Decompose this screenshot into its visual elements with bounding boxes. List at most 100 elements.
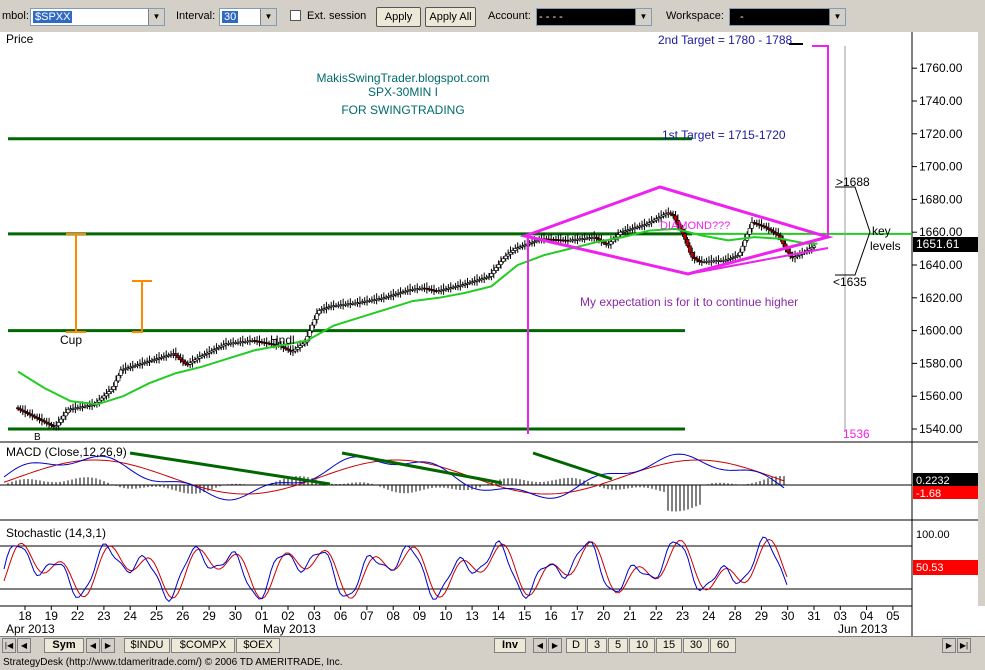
stock-chart[interactable]: 1540.00 1560.00 1580.00 1600.00 1620.00 1640.…: [0, 32, 985, 636]
macd-signal-value: -1.68: [916, 488, 941, 500]
bear-candle: [697, 259, 702, 263]
bear-candle: [178, 357, 183, 361]
tab-interval-10[interactable]: 10: [629, 638, 655, 653]
bull-candle: [503, 255, 508, 259]
x-tick-label: 02: [281, 609, 295, 623]
cup-depth-marker: [66, 233, 86, 333]
status-bar: StrategyDesk (http://www.tdameritrade.co…: [0, 655, 985, 670]
bull-candle: [314, 313, 319, 320]
bear-candle: [25, 412, 30, 414]
prev-arrow-icon[interactable]: ◀: [86, 638, 100, 653]
x-tick-label: 04: [860, 609, 874, 623]
bear-candle: [49, 424, 54, 426]
x-tick-label: 30: [781, 609, 795, 623]
symbol-combo[interactable]: $SPXX ▼: [30, 8, 165, 26]
bull-candle: [303, 341, 307, 345]
bear-candle: [286, 348, 291, 351]
bear-candle: [40, 419, 44, 422]
price-tick-label: 1620.00: [919, 291, 963, 305]
tab-compx[interactable]: $COMPX: [171, 638, 235, 653]
ext-session-checkbox[interactable]: [290, 10, 301, 21]
interval-value: 30: [222, 11, 239, 23]
bear-candle: [176, 355, 181, 359]
first-arrow-icon[interactable]: |◀: [2, 638, 16, 653]
bull-candle: [728, 257, 733, 260]
bull-candle: [809, 247, 814, 250]
tab-interval-30[interactable]: 30: [683, 638, 709, 653]
bull-candle: [326, 306, 331, 309]
bull-candle: [104, 393, 109, 397]
tab-inv[interactable]: Inv: [494, 638, 526, 653]
bear-candle: [281, 346, 286, 349]
bull-candle: [606, 243, 611, 246]
x-tick-label: 22: [650, 609, 664, 623]
annotation-breakout: B: [34, 432, 41, 443]
tab-interval-d[interactable]: D: [566, 638, 586, 653]
annotation-cup: Cup: [60, 333, 82, 347]
tab-indu[interactable]: $INDU: [124, 638, 170, 653]
annotation-chart-name: SPX-30MIN I: [368, 85, 438, 99]
apply-button[interactable]: Apply: [376, 7, 421, 27]
bear-candle: [594, 236, 599, 239]
x-tick-label: 07: [360, 609, 374, 623]
apply-all-button[interactable]: Apply All: [425, 7, 476, 27]
bull-candle: [616, 234, 621, 238]
bull-candle: [324, 307, 329, 310]
bull-candle: [501, 258, 506, 262]
annotation-lower-key-level: <1635: [833, 275, 867, 289]
macd-value: 0.2232: [916, 475, 950, 487]
chevron-down-icon[interactable]: ▼: [829, 9, 845, 25]
bull-candle: [659, 215, 664, 218]
x-tick-label: 09: [413, 609, 427, 623]
bull-candle: [609, 241, 613, 245]
annotation-upper-key-level: >1688: [836, 175, 870, 189]
account-combo[interactable]: - - - - ▼: [536, 8, 652, 26]
bear-candle: [774, 232, 778, 235]
bear-candle: [42, 420, 47, 423]
bull-candle: [738, 251, 742, 256]
bull-candle: [506, 253, 511, 257]
chevron-down-icon[interactable]: ▼: [260, 9, 276, 25]
prev-arrow-icon[interactable]: ◀: [533, 638, 547, 653]
bull-candle: [99, 397, 104, 401]
bear-candle: [16, 407, 20, 410]
next-arrow-icon[interactable]: ▶: [942, 638, 956, 653]
x-month-label: May 2013: [263, 622, 316, 636]
annotation-diamond: DIAMOND???: [660, 220, 730, 232]
bull-candle: [317, 310, 322, 315]
chevron-down-icon[interactable]: ▼: [148, 9, 164, 25]
vertical-scrollbar[interactable]: [978, 32, 985, 606]
tab-sym[interactable]: Sym: [44, 638, 84, 653]
x-tick-label: 21: [623, 609, 637, 623]
price-tick-label: 1580.00: [919, 356, 963, 370]
bull-candle: [647, 222, 652, 225]
symbol-label: mbol:: [2, 10, 29, 22]
bull-candle: [54, 425, 59, 428]
annotation-first-target: 1st Target = 1715-1720: [662, 128, 786, 142]
bull-candle: [491, 270, 496, 274]
x-tick-label: 10: [439, 609, 453, 623]
price-tick-label: 1660.00: [919, 225, 963, 239]
chevron-down-icon[interactable]: ▼: [635, 9, 651, 25]
last-arrow-icon[interactable]: ▶|: [957, 638, 971, 653]
x-tick-label: 20: [597, 609, 611, 623]
tab-oex[interactable]: $OEX: [236, 638, 280, 653]
annotation-second-target: 2nd Target = 1780 - 1788: [658, 33, 793, 47]
tab-interval-15[interactable]: 15: [656, 638, 682, 653]
workspace-label: Workspace:: [666, 10, 724, 22]
x-tick-label: 16: [544, 609, 558, 623]
bear-candle: [183, 361, 188, 365]
annotation-expectation: My expectation is for it to continue hig…: [580, 295, 798, 309]
interval-combo[interactable]: 30 ▼: [219, 8, 277, 26]
workspace-combo[interactable]: - ▼: [729, 8, 846, 26]
tab-interval-3[interactable]: 3: [587, 638, 607, 653]
x-tick-label: 18: [18, 609, 32, 623]
tab-interval-60[interactable]: 60: [710, 638, 736, 653]
bull-candle: [61, 415, 66, 420]
bear-candle: [771, 230, 776, 233]
bull-candle: [200, 355, 205, 358]
prev-arrow-icon[interactable]: ◀: [17, 638, 31, 653]
next-arrow-icon[interactable]: ▶: [101, 638, 115, 653]
next-arrow-icon[interactable]: ▶: [548, 638, 562, 653]
tab-interval-5[interactable]: 5: [608, 638, 628, 653]
